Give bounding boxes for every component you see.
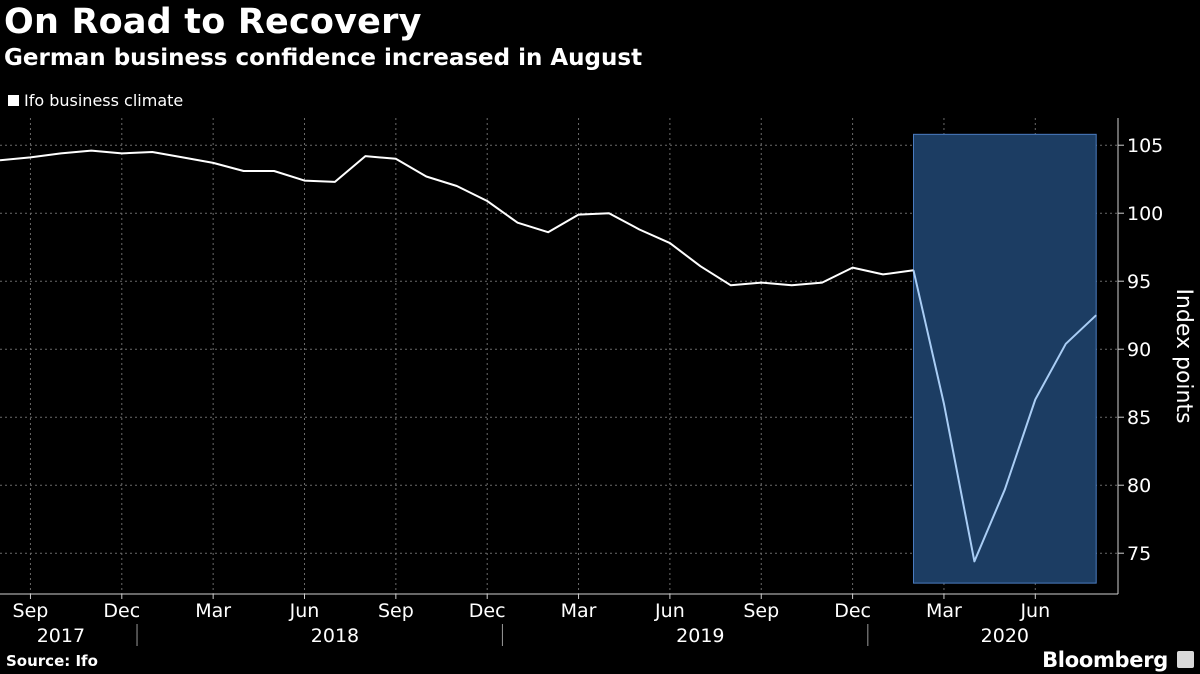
brand-logo: Bloomberg [1042, 648, 1168, 672]
data-point [913, 269, 915, 271]
data-point [578, 214, 580, 216]
data-point [121, 152, 123, 154]
x-tick-label: Sep [378, 600, 414, 622]
year-label: 2020 [981, 625, 1029, 647]
data-point [334, 181, 336, 183]
year-label: 2017 [37, 625, 85, 647]
y-tick-label: 105 [1127, 135, 1163, 157]
source-note: Source: Ifo [6, 652, 98, 670]
data-point [1095, 314, 1097, 316]
data-point [821, 282, 823, 284]
brand-badge-icon [1177, 651, 1194, 668]
data-point [456, 185, 458, 187]
year-label: 2018 [311, 625, 359, 647]
data-point [882, 273, 884, 275]
data-point [517, 222, 519, 224]
data-point [973, 560, 975, 562]
x-tick-label: Jun [654, 600, 685, 622]
x-tick-label: Mar [561, 600, 597, 622]
data-point [730, 284, 732, 286]
data-point [943, 403, 945, 405]
legend: Ifo business climate [8, 91, 183, 110]
data-point [760, 282, 762, 284]
data-point [182, 156, 184, 158]
highlight-region [913, 133, 1097, 584]
year-label: 2019 [676, 625, 724, 647]
data-point [852, 267, 854, 269]
x-tick-label: Jun [1019, 600, 1050, 622]
data-point [29, 156, 31, 158]
x-tick-label: Dec [469, 600, 506, 622]
data-point [547, 231, 549, 233]
x-tick-label: Sep [13, 600, 49, 622]
data-point [212, 162, 214, 164]
data-point [151, 151, 153, 153]
data-point [791, 284, 793, 286]
chart-subtitle: German business confidence increased in … [4, 45, 643, 71]
y-tick-label: 95 [1127, 271, 1151, 293]
x-tick-label: Dec [103, 600, 140, 622]
data-point [638, 229, 640, 231]
x-tick-label: Mar [926, 600, 962, 622]
data-point [364, 155, 366, 157]
data-point [699, 265, 701, 267]
x-tick-label: Mar [195, 600, 231, 622]
data-point [669, 242, 671, 244]
data-point [608, 212, 610, 214]
data-point [425, 175, 427, 177]
legend-swatch [8, 95, 19, 106]
data-point [273, 170, 275, 172]
y-axis-title: Index points [1171, 288, 1196, 423]
x-tick-label: Sep [743, 600, 779, 622]
data-point [1065, 343, 1067, 345]
data-point [304, 180, 306, 182]
series-line [0, 149, 914, 287]
chart-title: On Road to Recovery [4, 2, 422, 42]
data-point [1034, 399, 1036, 401]
y-tick-label: 100 [1127, 203, 1163, 225]
data-point [486, 200, 488, 202]
data-point [90, 150, 92, 152]
series-line-highlighted [912, 270, 1097, 563]
legend-label: Ifo business climate [24, 91, 184, 110]
y-tick-label: 85 [1127, 407, 1151, 429]
y-tick-label: 90 [1127, 339, 1151, 361]
y-tick-label: 80 [1127, 475, 1151, 497]
y-tick-label: 75 [1127, 543, 1151, 565]
x-tick-label: Jun [289, 600, 320, 622]
data-point [1004, 488, 1006, 490]
x-tick-label: Dec [834, 600, 871, 622]
data-point [243, 170, 245, 172]
data-point [60, 152, 62, 154]
data-point [395, 158, 397, 160]
